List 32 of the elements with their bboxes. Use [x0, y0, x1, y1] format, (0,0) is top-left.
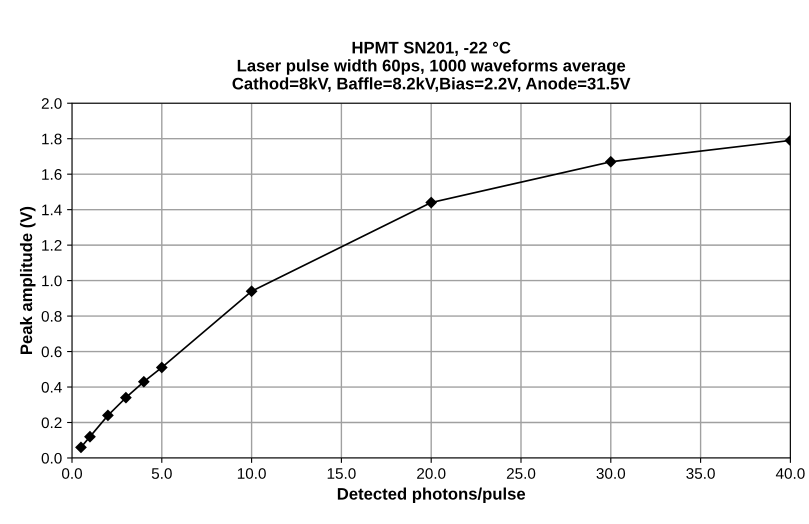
- x-tick-label: 40.0: [776, 468, 805, 479]
- x-tick-label: 25.0: [506, 468, 536, 479]
- point: [156, 362, 168, 374]
- x-axis-title: Detected photons/pulse: [338, 487, 526, 504]
- y-axis-title: Peak amplitude (V): [20, 206, 36, 354]
- x-tick-label: 10.0: [238, 468, 266, 479]
- y-tick-label: 1.2: [42, 240, 62, 251]
- x-tick-label: 35.0: [686, 468, 715, 479]
- y-tick-label: 0.6: [42, 346, 62, 358]
- x-tick-label: 20.0: [417, 468, 446, 479]
- x-tick-label: 0.0: [62, 468, 82, 479]
- point: [138, 376, 150, 388]
- point: [426, 196, 437, 208]
- point: [84, 431, 96, 442]
- y-tick-label: 1.8: [42, 134, 62, 144]
- point: [120, 392, 132, 404]
- y-tick-label: 1.4: [42, 204, 62, 216]
- x-tick-label: 5.0: [152, 468, 172, 479]
- x-tick-label: 30.0: [596, 468, 626, 479]
- y-tick-label: 0.4: [42, 382, 62, 393]
- point: [102, 410, 114, 422]
- y-tick-label: 2.0: [42, 98, 62, 109]
- y-tick-label: 0.0: [42, 452, 62, 464]
- point: [605, 156, 616, 168]
- point: [246, 286, 258, 297]
- y-tick-label: 1.0: [42, 275, 62, 286]
- y-tick-label: 1.6: [42, 169, 62, 180]
- chart-title: HPMT SN201, -22 °C Laser pulse width 60ps, 1000 waveforms average Cathod=8kV, Baffle=8.2kV,Bias=2.2V, Anode=31.5V: [232, 42, 630, 92]
- point: [75, 442, 87, 453]
- x-tick-label: 15.0: [328, 468, 356, 479]
- y-tick-label: 0.8: [42, 310, 62, 322]
- y-tick-label: 0.2: [42, 417, 62, 428]
